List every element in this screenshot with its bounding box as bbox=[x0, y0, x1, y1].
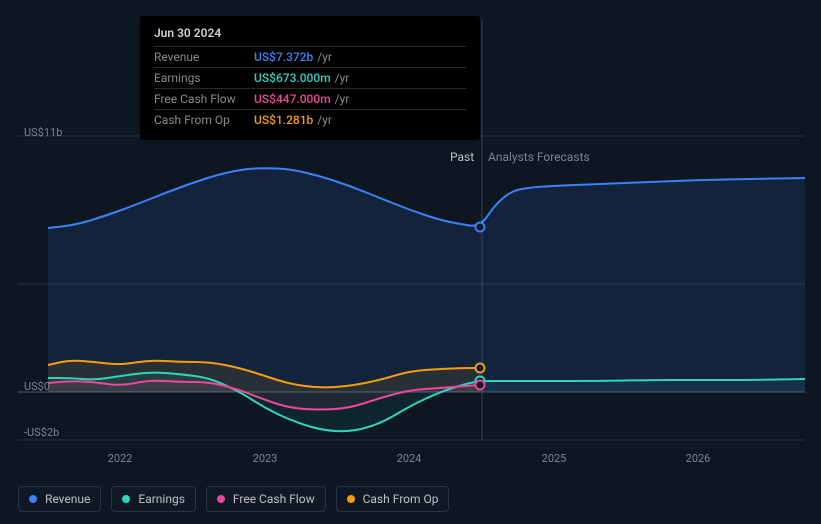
legend-dot bbox=[29, 495, 37, 503]
tooltip-row-unit: /yr bbox=[317, 50, 332, 64]
tooltip-row: RevenueUS$7.372b/yr bbox=[154, 46, 466, 67]
chart-tooltip: Jun 30 2024 RevenueUS$7.372b/yrEarningsU… bbox=[140, 16, 480, 140]
series-area-revenue bbox=[48, 168, 805, 392]
tooltip-row: Cash From OpUS$1.281b/yr bbox=[154, 109, 466, 130]
legend-label: Earnings bbox=[138, 492, 185, 506]
tooltip-row-value: US$7.372b bbox=[254, 50, 313, 64]
x-tick-label: 2023 bbox=[253, 452, 278, 465]
legend-dot bbox=[347, 495, 355, 503]
section-label-past: Past bbox=[450, 150, 474, 164]
tooltip-row-value: US$673.000m bbox=[254, 71, 331, 85]
tooltip-row-label: Earnings bbox=[154, 71, 254, 85]
legend-item-revenue[interactable]: Revenue bbox=[18, 486, 101, 512]
tooltip-row-label: Free Cash Flow bbox=[154, 92, 254, 106]
legend-item-fcf[interactable]: Free Cash Flow bbox=[206, 486, 326, 512]
tooltip-row-unit: /yr bbox=[335, 71, 350, 85]
tooltip-date: Jun 30 2024 bbox=[154, 26, 466, 46]
tooltip-row: EarningsUS$673.000m/yr bbox=[154, 67, 466, 88]
legend-label: Cash From Op bbox=[363, 492, 439, 506]
legend-dot bbox=[217, 495, 225, 503]
tooltip-row-label: Cash From Op bbox=[154, 113, 254, 127]
tooltip-row: Free Cash FlowUS$447.000m/yr bbox=[154, 88, 466, 109]
tooltip-row-value: US$1.281b bbox=[254, 113, 313, 127]
y-tick-label: -US$2b bbox=[24, 426, 59, 439]
legend-item-cfo[interactable]: Cash From Op bbox=[336, 486, 450, 512]
series-group bbox=[48, 168, 805, 431]
tooltip-row-value: US$447.000m bbox=[254, 92, 331, 106]
legend-label: Revenue bbox=[45, 492, 90, 506]
x-tick-label: 2026 bbox=[686, 452, 711, 465]
legend-dot bbox=[122, 495, 130, 503]
financials-chart: US$11b US$0 -US$2b 2022 2023 2024 2025 2… bbox=[0, 0, 821, 524]
tooltip-row-unit: /yr bbox=[317, 113, 332, 127]
tooltip-row-unit: /yr bbox=[335, 92, 350, 106]
x-tick-label: 2022 bbox=[108, 452, 133, 465]
y-tick-label: US$11b bbox=[24, 126, 62, 139]
y-tick-label: US$0 bbox=[24, 380, 50, 393]
legend-item-earnings[interactable]: Earnings bbox=[111, 486, 196, 512]
x-tick-label: 2025 bbox=[542, 452, 567, 465]
series-marker-cash-from-op[interactable] bbox=[476, 364, 485, 373]
series-marker-free-cash-flow[interactable] bbox=[476, 381, 485, 390]
tooltip-row-label: Revenue bbox=[154, 50, 254, 64]
chart-legend: Revenue Earnings Free Cash Flow Cash Fro… bbox=[18, 486, 449, 512]
section-label-forecast: Analysts Forecasts bbox=[488, 150, 590, 164]
series-marker-revenue[interactable] bbox=[476, 223, 485, 232]
legend-label: Free Cash Flow bbox=[233, 492, 315, 506]
x-tick-label: 2024 bbox=[397, 452, 422, 465]
